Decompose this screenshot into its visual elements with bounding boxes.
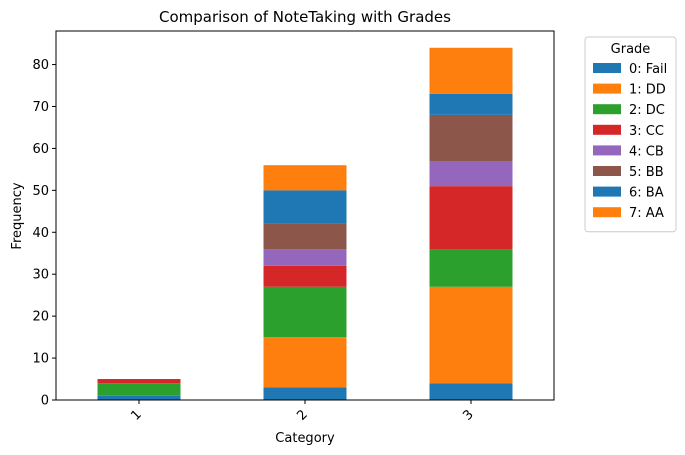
legend-label: 2: DC xyxy=(629,103,665,118)
legend-swatch xyxy=(593,186,621,197)
bar-segment xyxy=(97,383,181,396)
bar-segment xyxy=(97,395,181,400)
legend-swatch xyxy=(593,207,621,218)
bar-segment xyxy=(263,223,347,250)
bar-segment xyxy=(429,383,513,400)
bar-segment xyxy=(263,165,347,191)
x-tick-label: 1 xyxy=(128,407,144,423)
bar-segment xyxy=(429,114,513,161)
legend-swatch xyxy=(593,104,621,115)
y-axis-title: Frequency xyxy=(10,182,25,249)
y-tick-label: 70 xyxy=(32,100,49,115)
y-tick-label: 60 xyxy=(32,142,49,157)
x-tick-label: 2 xyxy=(294,407,310,423)
bar-segment xyxy=(263,337,347,388)
legend-label: 5: BB xyxy=(629,165,664,180)
bar-segment xyxy=(429,286,513,384)
legend-label: 6: BA xyxy=(629,186,664,201)
legend-swatch xyxy=(593,166,621,176)
bar-segment xyxy=(263,286,347,338)
legend-title: Grade xyxy=(611,42,651,57)
bar-segment xyxy=(263,249,347,266)
legend: Grade 0: Fail 1: DD 2: DC 3: CC 4: CB 5: BB 6: … xyxy=(584,36,677,233)
y-tick-label: 0 xyxy=(41,394,49,409)
legend-swatch xyxy=(593,83,621,94)
legend-label: 7: AA xyxy=(629,206,664,221)
legend-label: 0: Fail xyxy=(629,62,667,77)
legend-swatch xyxy=(593,145,621,156)
y-tick-label: 10 xyxy=(32,352,49,367)
x-axis-title: Category xyxy=(275,431,335,446)
bar-segment xyxy=(429,160,513,187)
bar-segment xyxy=(429,186,513,250)
chart-title: Comparison of NoteTaking with Grades xyxy=(159,8,451,26)
x-tick-label: 3 xyxy=(460,407,476,423)
bar-segment xyxy=(263,265,347,287)
bar-segment xyxy=(429,93,513,115)
y-tick-label: 30 xyxy=(32,268,49,283)
legend-label: 3: CC xyxy=(629,124,664,139)
plot-frame xyxy=(55,30,555,401)
legend-label: 1: DD xyxy=(629,83,666,98)
bar-segment xyxy=(429,249,513,287)
y-tick-label: 50 xyxy=(32,184,49,199)
bar-segment xyxy=(263,387,347,400)
y-tick-label: 20 xyxy=(32,310,49,325)
bar-segment xyxy=(97,379,181,384)
legend-swatch xyxy=(593,124,621,135)
bar-segment xyxy=(429,47,513,94)
y-tick-label: 40 xyxy=(32,226,49,241)
bar-segment xyxy=(263,190,347,224)
legend-swatch xyxy=(593,63,621,73)
y-tick-label: 80 xyxy=(32,58,49,73)
legend-label: 4: CB xyxy=(629,144,664,159)
